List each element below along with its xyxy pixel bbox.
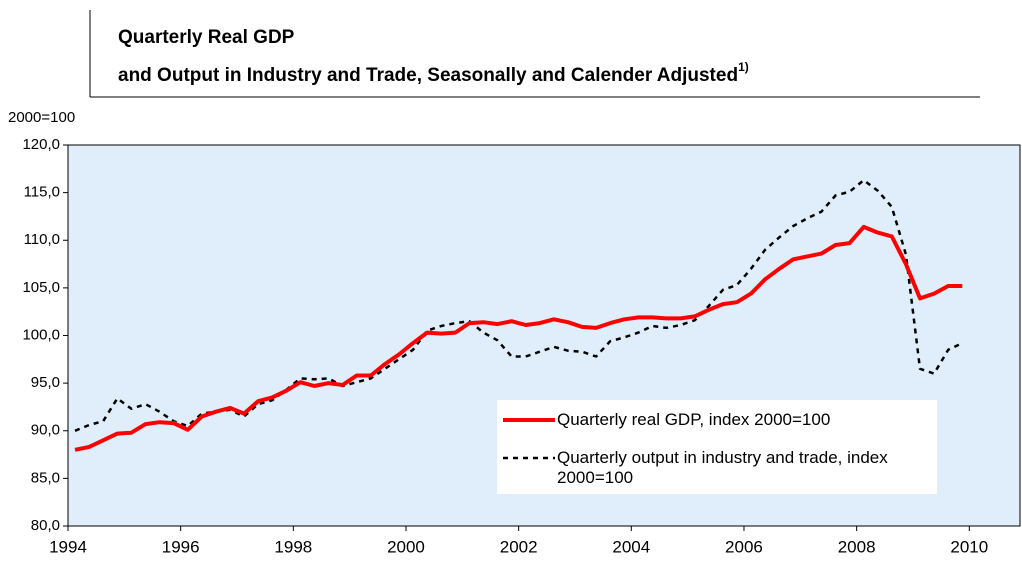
x-tick-label: 1996	[162, 537, 200, 556]
chart-subtitle: and Output in Industry and Trade, Season…	[118, 60, 749, 86]
y-tick-label: 95,0	[31, 374, 60, 391]
subtitle-text: and Output in Industry and Trade, Season…	[118, 65, 738, 86]
x-tick-label: 2010	[950, 537, 988, 556]
y-tick-label: 105,0	[22, 279, 60, 296]
x-tick-label: 1998	[274, 537, 312, 556]
x-tick-label: 2008	[838, 537, 876, 556]
chart-title: Quarterly Real GDP	[118, 27, 295, 48]
legend: Quarterly real GDP, index 2000=100 Quarte…	[497, 400, 937, 494]
series-line	[74, 178, 963, 432]
legend-swatch	[503, 418, 555, 422]
y-tick-label: 85,0	[31, 469, 60, 486]
x-tick-label: 1994	[49, 537, 87, 556]
series-line	[74, 224, 963, 452]
x-tick-label: 2004	[612, 537, 650, 556]
legend-label: Quarterly real GDP, index 2000=100	[557, 410, 831, 429]
x-tick-label: 2006	[725, 537, 763, 556]
y-unit-label: 2000=100	[8, 109, 75, 126]
x-tick-label: 2002	[500, 537, 538, 556]
x-tick-label: 2000	[387, 537, 425, 556]
legend-label: Quarterly output in industry and trade, …	[557, 448, 888, 487]
y-tick-label: 100,0	[22, 326, 60, 343]
y-tick-label: 120,0	[22, 136, 60, 153]
y-tick-label: 110,0	[24, 231, 60, 248]
y-tick-label: 90,0	[31, 422, 60, 439]
y-tick-label: 80,0	[31, 517, 60, 534]
y-tick-label: 115,0	[24, 184, 60, 201]
legend-entry: Quarterly real GDP, index 2000=100	[501, 410, 933, 430]
legend-swatch	[503, 456, 555, 460]
legend-entry: Quarterly output in industry and trade, …	[501, 448, 933, 488]
title-note: 1)	[738, 60, 749, 74]
